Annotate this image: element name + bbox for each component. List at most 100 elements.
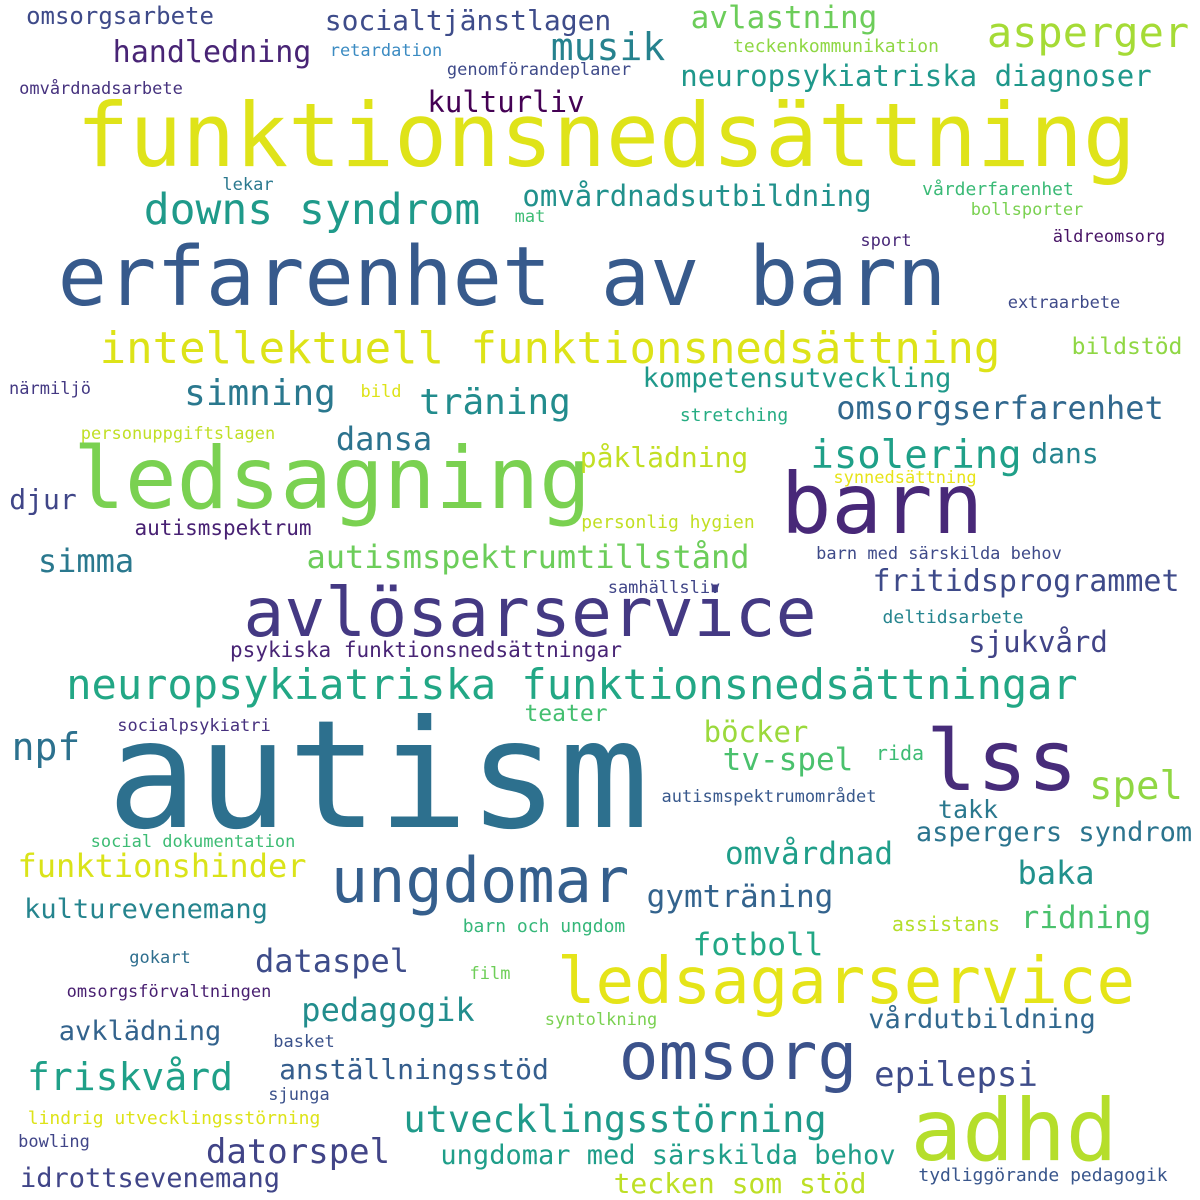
word-personlig-hygien: personlig hygien [581, 512, 755, 533]
word-fritidsprogrammet: fritidsprogrammet [872, 564, 1180, 599]
word-samhallsliv: samhällsliv [607, 578, 721, 598]
word-barn-med-sarskilda-behov: barn med särskilda behov [816, 544, 1062, 564]
word-autismspektrum: autismspektrum [134, 516, 312, 540]
word-retardation: retardation [329, 41, 443, 61]
word-psykiska-funktionsnedsattningar: psykiska funktionsnedsättningar [230, 638, 622, 662]
word-utvecklingsstorning: utvecklingsstörning [403, 1098, 827, 1141]
word-omvardnad: omvårdnad [725, 836, 893, 872]
word-autismspektrumomradet: autismspektrumområdet [661, 787, 877, 807]
word-simma: simma [37, 542, 135, 580]
word-neuropsykiatriska-diagnoser: neuropsykiatriska diagnoser [680, 59, 1152, 93]
word-erfarenhet-av-barn: erfarenhet av barn [57, 230, 947, 325]
word-bollsporter: bollsporter [970, 200, 1084, 220]
word-handledning: handledning [112, 35, 312, 70]
word-teater: teater [524, 701, 608, 727]
word-bocker: böcker [703, 715, 809, 749]
word-asperger: asperger [986, 8, 1190, 57]
word-djur: djur [9, 483, 77, 516]
word-traning: träning [419, 382, 571, 423]
word-funktionsnedsattning: funktionsnedsättning [76, 84, 1136, 187]
word-bildstod: bildstöd [1071, 334, 1183, 360]
word-gymtraning: gymträning [646, 879, 834, 915]
word-downs-syndrom: downs syndrom [143, 185, 481, 235]
word-kulturliv: kulturliv [427, 85, 585, 119]
word-tv-spel: tv-spel [722, 742, 854, 778]
word-assistans: assistans [891, 912, 1001, 936]
word-idrottsevenemang: idrottsevenemang [19, 1163, 281, 1194]
word-bild: bild [360, 382, 402, 402]
word-kulturevenemang: kulturevenemang [24, 894, 268, 925]
word-stretching: stretching [679, 405, 789, 426]
word-pedagogik: pedagogik [301, 991, 475, 1029]
word-datorspel: datorspel [205, 1132, 391, 1172]
word-friskvard: friskvård [27, 1055, 233, 1099]
word-barn-och-ungdom: barn och ungdom [462, 916, 626, 937]
word-autismspektrumtillstand: autismspektrumtillstånd [306, 538, 750, 576]
word-avlastning: avlastning [690, 0, 878, 36]
word-aldreomsorg: äldreomsorg [1052, 227, 1166, 247]
word-basket: basket [273, 1032, 335, 1052]
word-adhd: adhd [910, 1081, 1118, 1181]
word-rida: rida [875, 741, 925, 765]
word-lss: lss [926, 712, 1078, 810]
word-personuppgiftslagen: personuppgiftslagen [80, 424, 276, 444]
word-tecken-som-stod: tecken som stöd [613, 1167, 867, 1200]
word-extraarbete: extraarbete [1007, 293, 1121, 313]
word-barn: barn [780, 455, 984, 553]
word-ledsagarservice: ledsagarservice [557, 945, 1135, 1019]
word-spel: spel [1089, 764, 1183, 809]
word-autism: autism [107, 689, 649, 863]
word-dataspel: dataspel [254, 942, 410, 980]
word-gokart: gokart [129, 948, 191, 968]
word-sport: sport [860, 231, 912, 251]
word-socialtjanstlagen: socialtjänstlagen [324, 4, 612, 37]
word-funktionshinder: funktionshinder [17, 847, 307, 885]
word-omvardnadsarbete: omvårdnadsarbete [19, 79, 183, 99]
word-ledsagning: ledsagning [73, 429, 591, 529]
word-baka: baka [1017, 854, 1095, 892]
word-isolering: isolering [810, 433, 1022, 478]
word-ridning: ridning [1020, 900, 1152, 936]
word-syntolkning: syntolkning [544, 1010, 658, 1030]
word-genomforandeplaner: genomförandeplaner [446, 60, 632, 80]
word-omsorg: omsorg [618, 1018, 858, 1095]
word-social-dokumentation: social dokumentation [90, 832, 296, 852]
word-omsorgserfarenhet: omsorgserfarenhet [836, 389, 1164, 427]
word-takk: takk [937, 795, 999, 824]
word-tydliggorande-pedagogik: tydliggörande pedagogik [918, 1165, 1168, 1186]
word-intellektuell-funktionsnedsattning: intellektuell funktionsnedsättning [99, 323, 1001, 374]
word-teckenkommunikation: teckenkommunikation [733, 36, 939, 57]
word-avlosarservice: avlösarservice [243, 574, 817, 653]
word-bowling: bowling [18, 1132, 90, 1152]
word-narmiljo: närmiljö [9, 379, 91, 399]
word-anstallningsstod: anställningsstöd [279, 1053, 549, 1086]
word-synnedsattning: synnedsättning [833, 468, 977, 488]
word-sjukvard: sjukvård [968, 625, 1108, 659]
word-deltidsarbete: deltidsarbete [882, 607, 1024, 628]
word-simning: simning [184, 373, 336, 414]
word-epilepsi: epilepsi [874, 1055, 1038, 1095]
word-ungdomar: ungdomar [330, 844, 630, 917]
word-omsorgsforvaltningen: omsorgsförvaltningen [66, 982, 272, 1002]
word-varderfarenhet: vårderfarenhet [922, 179, 1074, 200]
word-socialpsykiatri: socialpsykiatri [117, 716, 271, 736]
word-lekar: lekar [222, 175, 274, 195]
word-ungdomar-med-sarskilda-behov: ungdomar med särskilda behov [440, 1140, 896, 1171]
word-avkladning: avklädning [58, 1016, 222, 1047]
word-vardutbildning: vårdutbildning [868, 1004, 1096, 1035]
word-lindrig-utvecklingsstorning: lindrig utvecklingsstörning [27, 1108, 321, 1129]
word-mat: mat [514, 207, 546, 227]
word-kompetensutveckling: kompetensutveckling [642, 363, 952, 394]
word-aspergers-syndrom: aspergers syndrom [915, 817, 1193, 848]
word-neuropsykiatriska-funktionsnedsattningar: neuropsykiatriska funktionsnedsättningar [66, 660, 1078, 709]
word-film: film [469, 964, 511, 984]
word-omvardnadsutbildning: omvårdnadsutbildning [522, 179, 872, 213]
word-dansa: dansa [335, 420, 433, 458]
word-fotboll: fotboll [692, 927, 824, 963]
word-npf: npf [11, 725, 81, 769]
word-dans: dans [1031, 437, 1099, 470]
word-musik: musik [550, 25, 666, 69]
word-omsorgsarbete: omsorgsarbete [26, 2, 214, 30]
word-sjunga: sjunga [268, 1085, 330, 1105]
